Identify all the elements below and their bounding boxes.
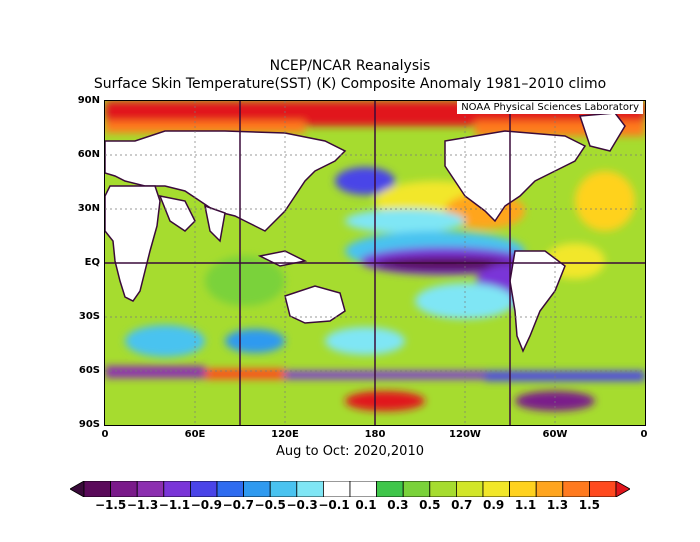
colorbar-cell [535, 481, 564, 497]
x-tick-label: 120W [449, 429, 481, 440]
colorbar-cell [509, 481, 537, 497]
x-tick-label: 120E [271, 429, 299, 440]
colorbar-cell [136, 481, 165, 497]
colorbar-cell [455, 481, 484, 497]
colorbar-tick-label: −0.5 [254, 498, 286, 512]
colorbar-tick-label: 1.1 [514, 498, 537, 512]
colorbar-tick-label: −0.9 [190, 498, 223, 512]
y-tick-label: 60N [77, 149, 100, 160]
colorbar-cell [216, 481, 245, 497]
colorbar-cell [615, 481, 630, 497]
colorbar-tick-label: 0.9 [482, 498, 505, 512]
colorbar-tick-label: 0.5 [419, 498, 441, 512]
colorbar-tick-label: −1.1 [158, 498, 191, 512]
y-tick-label: EQ [84, 257, 100, 268]
colorbar-tick-label: 1.5 [578, 498, 601, 512]
colorbar-tick-label: 0.7 [451, 498, 473, 512]
x-tick-label: 60W [542, 429, 568, 440]
colorbar-tick-label: −0.7 [222, 498, 254, 512]
colorbar [70, 481, 630, 497]
y-tick-label: 60S [78, 365, 100, 376]
colorbar-cell [376, 481, 404, 497]
colorbar-cell [243, 481, 271, 497]
map-svg [105, 101, 645, 425]
colorbar-cell [296, 481, 324, 497]
colorbar-cell [110, 481, 138, 497]
x-tick-label: 60E [184, 429, 206, 440]
region-box-lines [105, 101, 645, 425]
chart-subtitle-variable: Surface Skin Temperature(SST) (K) Compos… [93, 76, 607, 92]
colorbar-tick-label: −0.1 [318, 498, 350, 512]
x-tick-label: 0 [101, 429, 109, 440]
colorbar-cell [482, 481, 511, 497]
colorbar-tick-label: 0.1 [355, 498, 377, 512]
colorbar-cell [322, 481, 351, 497]
y-tick-label: 30N [77, 203, 100, 214]
y-tick-label: 30S [78, 311, 100, 322]
credit-label: NOAA Physical Sciences Laboratory [457, 101, 643, 114]
colorbar-cell [589, 481, 617, 497]
colorbar-cell [429, 481, 457, 497]
colorbar-cell [163, 481, 191, 497]
colorbar-tick-label: −0.3 [286, 498, 318, 512]
colorbar-cell [269, 481, 298, 497]
chart-title: NCEP/NCAR Reanalysis [269, 58, 431, 74]
colorbar-cell [402, 481, 431, 497]
colorbar-tick-label: 0.3 [387, 498, 409, 512]
colorbar-cell [562, 481, 590, 497]
colorbar-cell [190, 481, 218, 497]
colorbar-tick-label: 1.3 [546, 498, 569, 512]
y-tick-label: 90N [77, 95, 100, 106]
colorbar-cell [349, 481, 378, 497]
colorbar-tick-label: −1.3 [126, 498, 159, 512]
time-period-label: Aug to Oct: 2020,2010 [276, 444, 424, 459]
colorbar-tick-label: −1.5 [94, 498, 127, 512]
y-tick-label: 90S [78, 419, 100, 430]
colorbar-cell [70, 481, 85, 497]
x-tick-label: 180 [364, 429, 386, 440]
colorbar-cells [70, 481, 630, 497]
anomaly-map [105, 101, 645, 425]
colorbar-cell [83, 481, 112, 497]
x-tick-label: 0 [640, 429, 648, 440]
